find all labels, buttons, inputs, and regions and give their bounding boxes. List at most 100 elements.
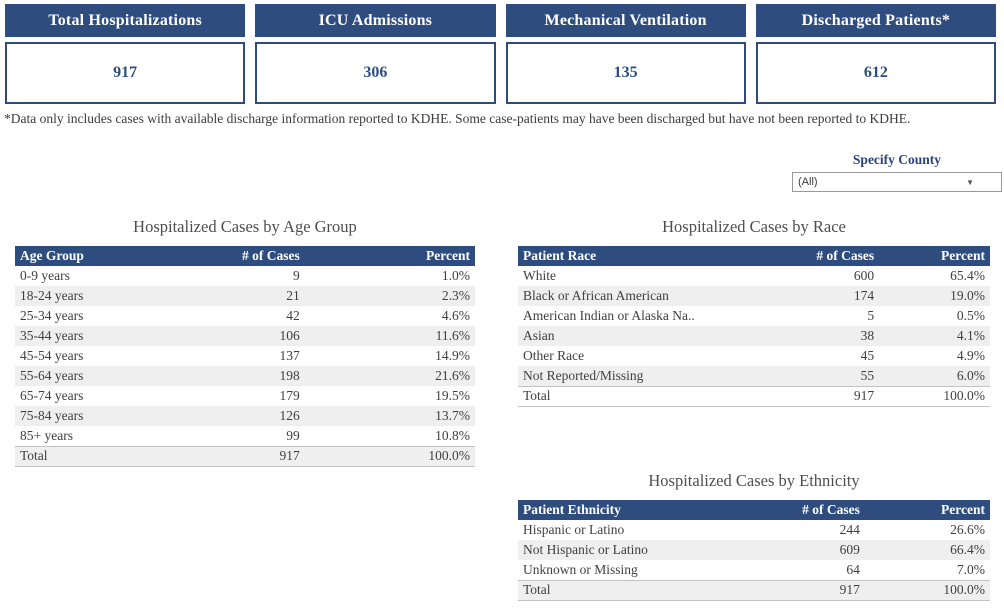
table-cell: 35-44 years (15, 326, 222, 346)
table-cell: 0.5% (879, 306, 990, 326)
table-row[interactable]: 85+ years 99 10.8% (15, 426, 475, 446)
table-cell: 179 (222, 386, 305, 406)
table-cell: 75-84 years (15, 406, 222, 426)
table-cell: Not Hispanic or Latino (518, 540, 764, 560)
age-group-table: Age Group # of Cases Percent 0-9 years 9 1.0%… (15, 246, 475, 467)
kpi-card-mechanical-ventilation: Mechanical Ventilation 135 (505, 4, 746, 104)
total-row[interactable]: Total 917 100.0% (518, 385, 990, 407)
table-cell: 244 (763, 520, 865, 540)
total-row[interactable]: Total 917 100.0% (518, 579, 990, 601)
table-row[interactable]: Not Reported/Missing 55 6.0% (518, 366, 990, 386)
kpi-card-title: Discharged Patients* (755, 4, 996, 37)
column-header: Percent (879, 246, 990, 266)
table-cell: 600 (777, 266, 880, 286)
table-row[interactable]: Black or African American 174 19.0% (518, 286, 990, 306)
kpi-card-value: 306 (255, 42, 496, 104)
kpi-card-row: Total Hospitalizations 917 ICU Admission… (5, 4, 996, 104)
table-cell: 38 (777, 326, 880, 346)
table-row[interactable]: 0-9 years 9 1.0% (15, 266, 475, 286)
table-cell: 99 (222, 426, 305, 446)
table-cell: 85+ years (15, 426, 222, 446)
table-cell: 42 (222, 306, 305, 326)
table-cell: 4.1% (879, 326, 990, 346)
table-cell: 4.6% (304, 306, 475, 326)
column-header: # of Cases (763, 500, 865, 520)
table-row[interactable]: 35-44 years 106 11.6% (15, 326, 475, 346)
table-cell: 2.3% (304, 286, 475, 306)
table-cell: 55 (777, 366, 880, 386)
county-filter-label: Specify County (852, 152, 942, 167)
table-cell: 10.8% (304, 426, 475, 446)
county-filter: Specify County (All) ▼ (792, 152, 1002, 192)
table-row[interactable]: 25-34 years 42 4.6% (15, 306, 475, 326)
table-cell: 21 (222, 286, 305, 306)
kpi-card-title: ICU Admissions (255, 4, 496, 37)
column-header: # of Cases (777, 246, 880, 266)
table-row[interactable]: 18-24 years 21 2.3% (15, 286, 475, 306)
caret-down-icon[interactable]: ▼ (966, 177, 974, 187)
table-row[interactable]: White 600 65.4% (518, 266, 990, 286)
table-cell: Total (518, 579, 764, 601)
table-row[interactable]: Asian 38 4.1% (518, 326, 990, 346)
county-dropdown-value: (All) (798, 176, 818, 188)
table-cell: American Indian or Alaska Na.. (518, 306, 778, 326)
table-row[interactable]: 65-74 years 179 19.5% (15, 386, 475, 406)
table-cell: Black or African American (518, 286, 778, 306)
table-cell: 100.0% (864, 579, 990, 601)
table-cell: 65-74 years (15, 386, 222, 406)
table-cell: 6.0% (879, 366, 990, 386)
table-cell: 174 (777, 286, 880, 306)
table-cell: Hispanic or Latino (518, 520, 764, 540)
table-row[interactable]: Not Hispanic or Latino 609 66.4% (518, 540, 990, 560)
table-cell: 45-54 years (15, 346, 222, 366)
kpi-card-value: 135 (505, 42, 746, 104)
table-header-row: Age Group # of Cases Percent (15, 246, 475, 266)
table-cell: Other Race (518, 346, 778, 366)
table-cell: Unknown or Missing (518, 560, 764, 580)
table-cell: Not Reported/Missing (518, 366, 778, 386)
age-group-section: Hospitalized Cases by Age Group Age Grou… (15, 217, 475, 467)
column-header: Patient Ethnicity (518, 500, 764, 520)
table-cell: 100.0% (879, 385, 990, 407)
table-row[interactable]: 45-54 years 137 14.9% (15, 346, 475, 366)
kpi-card-icu-admissions: ICU Admissions 306 (255, 4, 496, 104)
table-row[interactable]: 75-84 years 126 13.7% (15, 406, 475, 426)
table-cell: 917 (222, 445, 305, 467)
table-cell: 19.5% (304, 386, 475, 406)
table-cell: 917 (777, 385, 880, 407)
table-row[interactable]: Hispanic or Latino 244 26.6% (518, 520, 990, 540)
ethnicity-section: Hospitalized Cases by Ethnicity Patient … (518, 471, 990, 601)
table-row[interactable]: 55-64 years 198 21.6% (15, 366, 475, 386)
table-cell: 106 (222, 326, 305, 346)
table-cell: 609 (763, 540, 865, 560)
table-cell: 126 (222, 406, 305, 426)
table-cell: 64 (763, 560, 865, 580)
column-header: Patient Race (518, 246, 778, 266)
table-cell: 66.4% (864, 540, 990, 560)
table-cell: 1.0% (304, 266, 475, 286)
table-cell: 55-64 years (15, 366, 222, 386)
table-cell: 26.6% (864, 520, 990, 540)
table-row[interactable]: American Indian or Alaska Na.. 5 0.5% (518, 306, 990, 326)
discharge-data-footnote: *Data only includes cases with available… (4, 111, 911, 126)
kpi-card-value: 917 (5, 42, 246, 104)
table-header-row: Patient Race # of Cases Percent (518, 246, 990, 266)
table-header-row: Patient Ethnicity # of Cases Percent (518, 500, 990, 520)
race-table-title: Hospitalized Cases by Race (662, 217, 846, 236)
table-cell: White (518, 266, 778, 286)
ethnicity-table-title: Hospitalized Cases by Ethnicity (648, 471, 860, 490)
ethnicity-table: Patient Ethnicity # of Cases Percent Hispan… (518, 500, 990, 601)
county-dropdown[interactable]: (All) ▼ (792, 172, 1002, 192)
table-cell: 137 (222, 346, 305, 366)
table-row[interactable]: Other Race 45 4.9% (518, 346, 990, 366)
table-cell: 0-9 years (15, 266, 222, 286)
table-row[interactable]: Unknown or Missing 64 7.0% (518, 560, 990, 580)
total-row[interactable]: Total 917 100.0% (15, 445, 475, 467)
table-cell: 45 (777, 346, 880, 366)
kpi-card-discharged-patients: Discharged Patients* 612 (755, 4, 996, 104)
table-cell: 9 (222, 266, 305, 286)
table-cell: Total (15, 445, 222, 467)
race-section: Hospitalized Cases by Race Patient Race #… (518, 217, 990, 407)
table-cell: Total (518, 385, 778, 407)
column-header: Percent (304, 246, 475, 266)
